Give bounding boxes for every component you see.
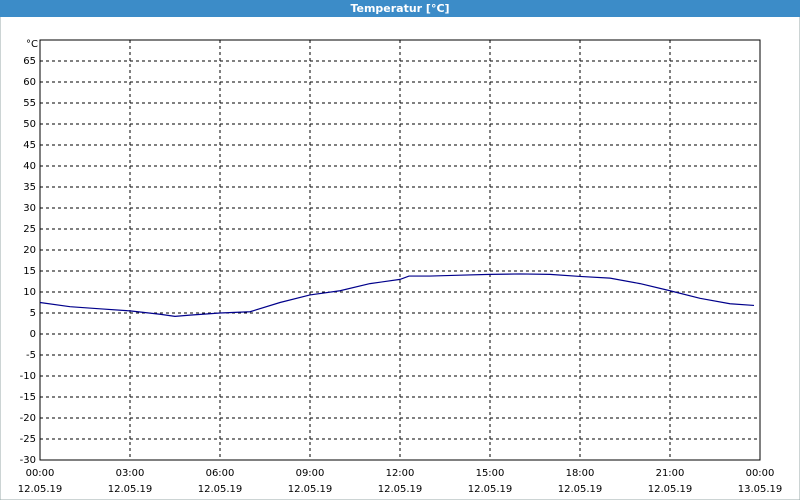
y-tick-label: 55: [23, 98, 36, 109]
y-tick-label: -5: [26, 350, 36, 361]
title-bar: [0, 0, 800, 17]
x-tick-date: 12.05.19: [108, 484, 153, 495]
x-tick-label: 03:00: [116, 468, 145, 479]
y-tick-label: 65: [23, 56, 36, 67]
y-tick-label: 50: [23, 119, 36, 130]
y-tick-label: -15: [20, 392, 36, 403]
x-tick-label: 06:00: [206, 468, 235, 479]
x-tick-label: 09:00: [296, 468, 325, 479]
y-tick-label: -20: [20, 413, 36, 424]
data-line: [39, 273, 755, 317]
y-tick-label: 60: [23, 77, 36, 88]
x-tick-date: 12.05.19: [378, 484, 423, 495]
y-tick-label: 20: [23, 245, 36, 256]
x-tick-date: 12.05.19: [558, 484, 603, 495]
y-unit: °C: [26, 39, 38, 50]
x-tick-date: 13.05.19: [738, 484, 783, 495]
y-tick-label: 35: [23, 182, 36, 193]
y-tick-label: 10: [23, 287, 36, 298]
y-tick-label: 15: [23, 266, 36, 277]
y-tick-label: 0: [30, 329, 36, 340]
x-tick-label: 12:00: [386, 468, 415, 479]
y-tick-label: -30: [20, 455, 36, 466]
y-tick-label: -10: [20, 371, 36, 382]
x-tick-label: 15:00: [476, 468, 505, 479]
y-tick-label: 25: [23, 224, 36, 235]
x-tick-label: 00:00: [746, 468, 775, 479]
x-tick-label: 00:00: [26, 468, 55, 479]
x-tick-date: 12.05.19: [468, 484, 513, 495]
y-tick-label: -25: [20, 434, 36, 445]
y-tick-label: 30: [23, 203, 36, 214]
x-tick-date: 12.05.19: [648, 484, 693, 495]
x-tick-date: 12.05.19: [198, 484, 243, 495]
x-tick-label: 18:00: [566, 468, 595, 479]
y-tick-label: 5: [30, 308, 36, 319]
y-tick-label: 45: [23, 140, 36, 151]
x-tick-label: 21:00: [656, 468, 685, 479]
x-tick-date: 12.05.19: [288, 484, 333, 495]
x-tick-date: 12.05.19: [18, 484, 63, 495]
chart-title: Temperatur [°C]: [350, 2, 449, 15]
y-tick-label: 40: [23, 161, 36, 172]
